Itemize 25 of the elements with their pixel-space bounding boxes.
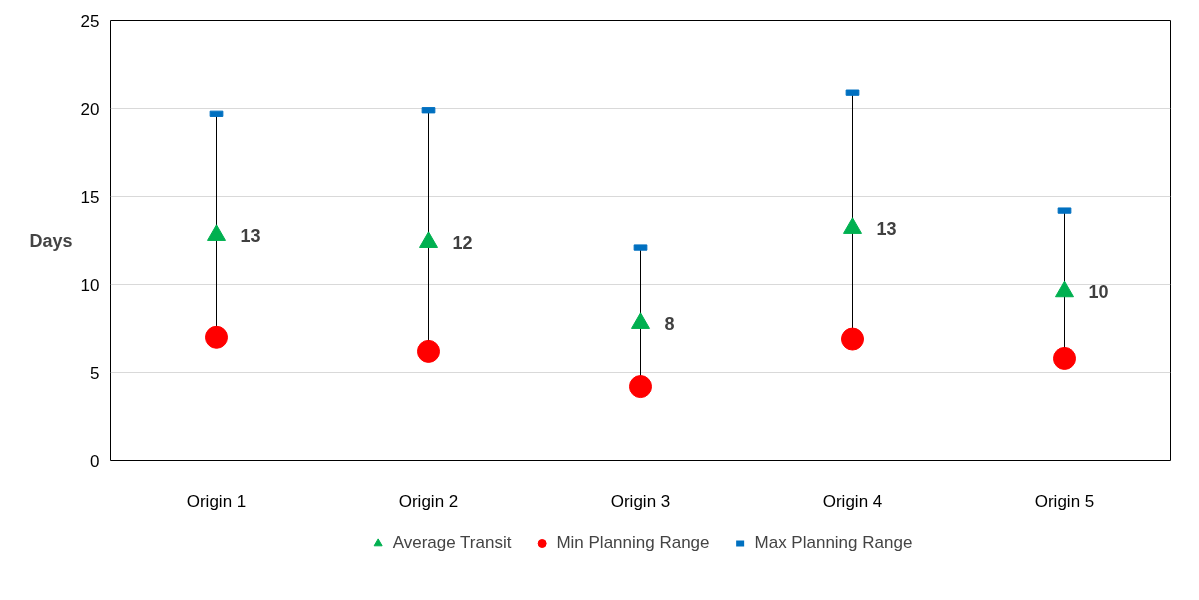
point: [205, 325, 228, 349]
data-label: 8: [664, 313, 675, 334]
y-tick-label: 0: [90, 451, 100, 471]
x-tick-label: Origin 5: [1034, 491, 1095, 511]
x-tick-label: Origin 3: [610, 491, 671, 511]
data-label: 13: [876, 218, 897, 239]
data-label: 12: [452, 232, 473, 253]
point: [629, 375, 652, 399]
y-tick-label: 5: [90, 363, 100, 383]
point: [417, 339, 440, 363]
x-tick-label: Origin 4: [822, 491, 883, 511]
y-axis-title: Days: [29, 230, 73, 251]
x-tick-label: Origin 2: [398, 491, 459, 511]
y-tick-label: 25: [80, 11, 100, 31]
data-label: 13: [240, 225, 261, 246]
point: [1053, 346, 1076, 370]
point: [841, 327, 864, 351]
legend-label: Min Planning Range: [556, 533, 710, 553]
y-tick-label: 10: [80, 275, 100, 295]
x-tick-label: Origin 1: [186, 491, 247, 511]
y-tick-label: 20: [80, 99, 100, 119]
y-tick-label: 15: [80, 187, 100, 207]
legend-label: Average Transit: [392, 533, 512, 553]
data-label: 10: [1088, 282, 1109, 303]
legend-label: Max Planning Range: [754, 533, 913, 553]
